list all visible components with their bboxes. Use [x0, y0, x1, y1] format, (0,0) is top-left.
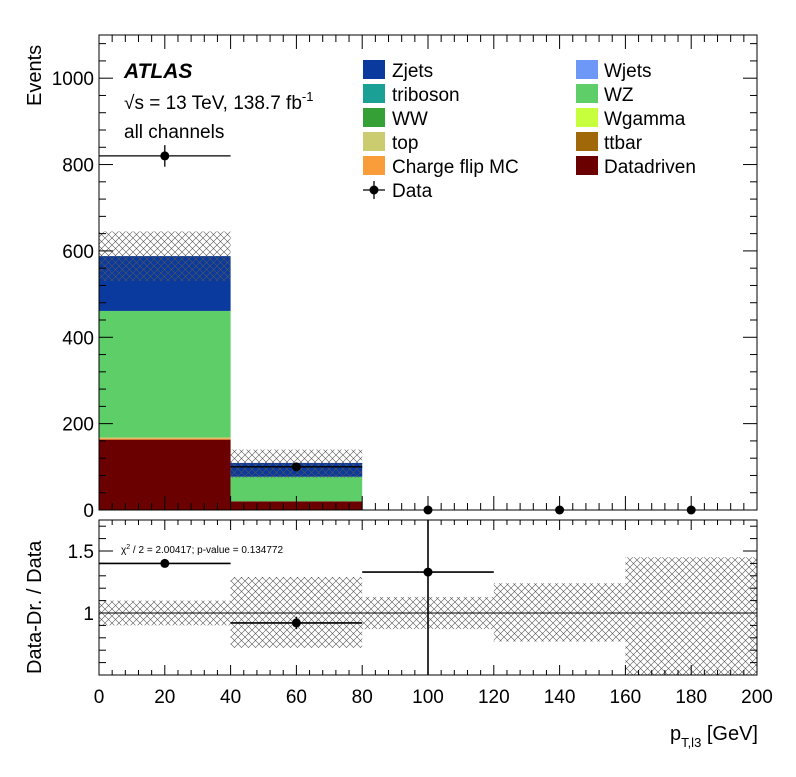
- ratio-chi2-label: χ2 / 2 = 2.00417; p-value = 0.134772: [121, 544, 283, 556]
- legend-label-ww: WW: [392, 109, 428, 130]
- legend-swatch-chargeflip: [363, 156, 385, 175]
- ratio-y-tick-label: 1.5: [68, 542, 94, 563]
- data-point-bin-1: [291, 462, 301, 472]
- upper-y-axis-title: Events: [24, 45, 46, 106]
- atlas-label: ATLAS: [123, 60, 192, 83]
- energy-label: √s = 13 TeV, 138.7 fb-1: [124, 89, 313, 114]
- legend-swatch-wjets: [576, 60, 598, 79]
- channel-label: all channels: [124, 122, 224, 143]
- legend: Zjets triboson WW top Charge flip MC Dat…: [363, 60, 696, 202]
- x-tick-label: 180: [675, 687, 707, 708]
- legend-swatch-datadriven: [576, 156, 598, 175]
- x-tick-label: 140: [544, 687, 576, 708]
- ratio-y-axis-title: Data-Dr. / Data: [24, 540, 46, 674]
- legend-swatch-zjets: [363, 60, 385, 79]
- x-tick-label: 200: [741, 687, 773, 708]
- ratio-point-2: [423, 567, 433, 577]
- x-tick-label: 120: [478, 687, 510, 708]
- data-point-bin-0: [160, 151, 170, 161]
- legend-swatch-triboson: [363, 84, 385, 103]
- upper-y-tick-label: 800: [62, 156, 94, 177]
- x-tick-label: 80: [352, 687, 373, 708]
- ratio-band-bin-1: [230, 577, 363, 648]
- legend-label-data: Data: [392, 181, 433, 202]
- upper-y-tick-label: 400: [62, 328, 94, 349]
- ratio-band-bin-3: [493, 583, 626, 642]
- ratio-point-1: [291, 618, 301, 628]
- legend-label-zjets: Zjets: [392, 61, 433, 82]
- upper-y-tick-label: 200: [62, 415, 94, 436]
- legend-swatch-wgamma: [576, 108, 598, 127]
- upper-y-tick-label: 1000: [52, 69, 94, 90]
- legend-label-wz: WZ: [604, 85, 634, 106]
- x-tick-label: 0: [94, 687, 105, 708]
- bar-wz-bin-0: [99, 310, 231, 438]
- legend-label-datadriven: Datadriven: [604, 157, 696, 178]
- bar-charge-flip-mc-bin-0: [99, 438, 231, 440]
- x-tick-label: 40: [220, 687, 241, 708]
- x-tick-label: 160: [610, 687, 642, 708]
- legend-label-top: top: [392, 133, 418, 154]
- ratio-band-bin-4: [625, 557, 757, 675]
- x-tick-label: 60: [286, 687, 307, 708]
- legend-swatch-wz: [576, 84, 598, 103]
- upper-y-tick-label: 0: [83, 501, 94, 522]
- legend-swatch-ttbar: [576, 132, 598, 151]
- legend-data-marker: [369, 185, 379, 195]
- x-tick-label: 100: [412, 687, 444, 708]
- legend-label-ttbar: ttbar: [604, 133, 643, 154]
- legend-swatch-ww: [363, 108, 385, 127]
- upper-y-tick-label: 600: [62, 242, 94, 263]
- legend-label-wjets: Wjets: [604, 61, 652, 82]
- legend-swatch-top: [363, 132, 385, 151]
- legend-label-triboson: triboson: [392, 85, 460, 106]
- bar-top-bin-0: [99, 437, 231, 439]
- x-axis-title: pT,l3 [GeV]: [670, 723, 758, 750]
- uncertainty-band-bin-0: [99, 231, 231, 282]
- ratio-point-0: [160, 558, 170, 568]
- ratio-y-tick-label: 1: [83, 604, 94, 625]
- x-tick-label: 20: [154, 687, 175, 708]
- legend-label-wgamma: Wgamma: [604, 109, 686, 130]
- legend-label-chargeflip: Charge flip MC: [392, 157, 519, 178]
